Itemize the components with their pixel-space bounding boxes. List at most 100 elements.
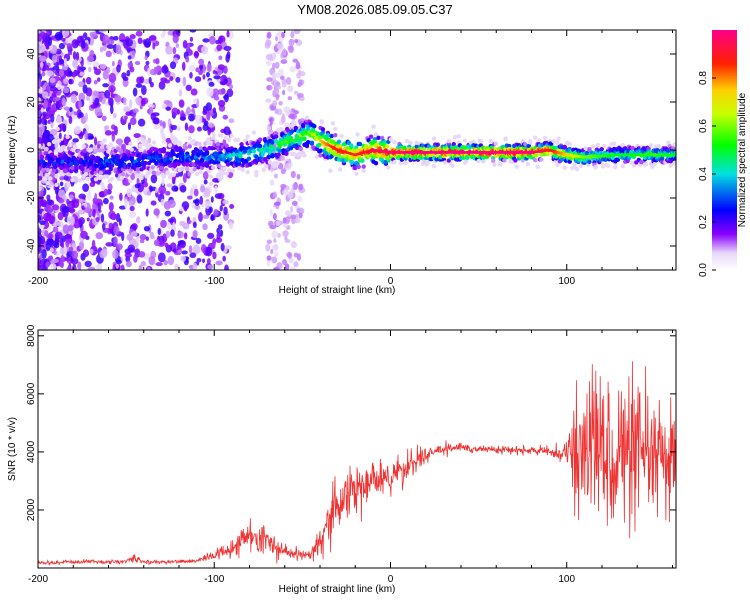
spectrogram-cell bbox=[108, 142, 113, 148]
spectrogram-cell bbox=[146, 155, 152, 160]
spectrogram-cell bbox=[89, 49, 95, 57]
spectrogram-cell bbox=[113, 225, 120, 235]
spectrogram-cell bbox=[38, 110, 41, 118]
spectrogram-cell bbox=[169, 156, 174, 161]
spectrogram-cell bbox=[58, 68, 65, 77]
spectrogram-cell bbox=[39, 254, 43, 261]
spectrogram-cell bbox=[220, 170, 226, 176]
spectrogram-cell bbox=[224, 143, 229, 148]
spectrogram-cell bbox=[41, 249, 47, 260]
spectrogram-cell bbox=[230, 168, 236, 174]
spectrogram-cell bbox=[83, 171, 89, 177]
spectrogram-cell bbox=[219, 205, 223, 212]
spectrogram-cell bbox=[54, 182, 59, 188]
spectrogram-cell bbox=[288, 38, 295, 47]
spectrogram-cell bbox=[160, 198, 165, 206]
spectrogram-cell bbox=[49, 152, 54, 157]
spectrogram-cell bbox=[296, 253, 302, 261]
spectrogram-cell bbox=[262, 157, 268, 162]
spectrogram-cell bbox=[431, 136, 437, 141]
spectrogram-cell bbox=[138, 143, 143, 148]
spectrogram-cell bbox=[357, 141, 363, 147]
spectrogram-cell bbox=[593, 165, 598, 170]
spectrogram-cell bbox=[98, 94, 103, 103]
spectrogram-cell bbox=[309, 140, 315, 145]
spectrogram-cell bbox=[198, 212, 203, 222]
spectrogram-cell bbox=[282, 258, 287, 266]
spectrogram-cell bbox=[50, 114, 55, 123]
colorbar-tick-label: 0.0 bbox=[698, 263, 709, 277]
spectrogram-cell bbox=[196, 257, 202, 263]
spectrogram-cell bbox=[106, 39, 115, 45]
spectrogram-cell bbox=[123, 115, 128, 120]
spectrogram-cell bbox=[71, 147, 76, 153]
spectrogram-cell bbox=[532, 135, 538, 140]
spectrogram-cell bbox=[492, 162, 497, 167]
spectrogram-cell bbox=[372, 139, 378, 144]
spectrogram-cell bbox=[108, 202, 114, 212]
spectrogram-cell bbox=[82, 84, 88, 94]
spectrogram-cell bbox=[442, 160, 448, 165]
spectrogram-cell bbox=[163, 260, 168, 266]
spectrogram-cell bbox=[154, 170, 161, 176]
spectrogram-cell bbox=[39, 55, 47, 63]
spectrogram-cell bbox=[668, 163, 674, 168]
spectrogram-cell bbox=[38, 43, 41, 54]
spectrogram-cell bbox=[159, 120, 163, 127]
colorbar-gradient bbox=[712, 30, 737, 270]
spectrogram-cell bbox=[197, 141, 202, 147]
spectrogram-cell bbox=[288, 135, 294, 141]
spectrogram-cell bbox=[88, 97, 93, 107]
spectrogram-cell bbox=[555, 162, 560, 168]
spectrogram-cell bbox=[225, 53, 230, 63]
spectrogram-cell bbox=[116, 64, 121, 73]
spectrogram-cell bbox=[84, 130, 88, 141]
spectrogram-cell bbox=[179, 184, 187, 193]
spectrogram-cell bbox=[105, 50, 112, 58]
spectrogram-cell bbox=[430, 152, 435, 158]
spectrogram-cell bbox=[79, 71, 85, 77]
spectrogram-cell bbox=[297, 140, 302, 145]
spectrogram-cell bbox=[94, 97, 100, 107]
spectrogram-cell bbox=[73, 126, 82, 135]
spectrogram-cell bbox=[282, 48, 287, 56]
spectrogram-cell bbox=[59, 123, 65, 129]
spectrogram-cell bbox=[587, 146, 592, 152]
spectrogram-cell bbox=[171, 107, 179, 116]
spectrogram-cell bbox=[206, 232, 215, 239]
spectrogram-cell bbox=[61, 97, 67, 107]
spectrogram-cell bbox=[274, 61, 280, 69]
spectrogram-cell bbox=[421, 146, 427, 152]
spectrogram-y-label: Frequency (Hz) bbox=[7, 116, 18, 185]
spectrogram-cell bbox=[195, 114, 203, 125]
spectrogram-cell bbox=[207, 168, 212, 174]
spectrogram-cell bbox=[151, 170, 157, 175]
spectrogram-cell bbox=[46, 237, 54, 246]
spectrogram-cell bbox=[45, 261, 51, 268]
spectrogram-cell bbox=[269, 209, 273, 216]
spectrogram-cell bbox=[265, 98, 272, 103]
spectrogram-cell bbox=[292, 151, 297, 157]
spectrogram-cell bbox=[187, 219, 192, 224]
spectrogram-cell bbox=[40, 199, 48, 208]
spectrogram-cell bbox=[72, 144, 78, 149]
spectrogram-cell bbox=[114, 173, 119, 178]
spectrogram-cell bbox=[136, 177, 140, 185]
spectrogram-cell bbox=[288, 257, 294, 264]
spectrogram-cell bbox=[78, 217, 85, 225]
spectrogram-cell bbox=[135, 83, 143, 88]
spectrogram-cell bbox=[189, 72, 193, 79]
spectrogram-cell bbox=[228, 153, 233, 159]
spectrogram-cell bbox=[304, 115, 310, 120]
x-tick-label: 100 bbox=[558, 574, 575, 585]
spectrogram-cell bbox=[61, 241, 65, 248]
spectrogram-cell bbox=[81, 205, 85, 210]
spectrogram-cell bbox=[386, 165, 391, 170]
spectrogram-cell bbox=[329, 133, 334, 139]
spectrogram-cell bbox=[185, 84, 192, 92]
spectrogram-cell bbox=[70, 216, 75, 226]
spectrogram-cell bbox=[93, 148, 99, 154]
spectrogram-cell bbox=[503, 137, 508, 142]
spectrogram-cell bbox=[273, 201, 281, 206]
spectrogram-cell bbox=[354, 171, 359, 177]
